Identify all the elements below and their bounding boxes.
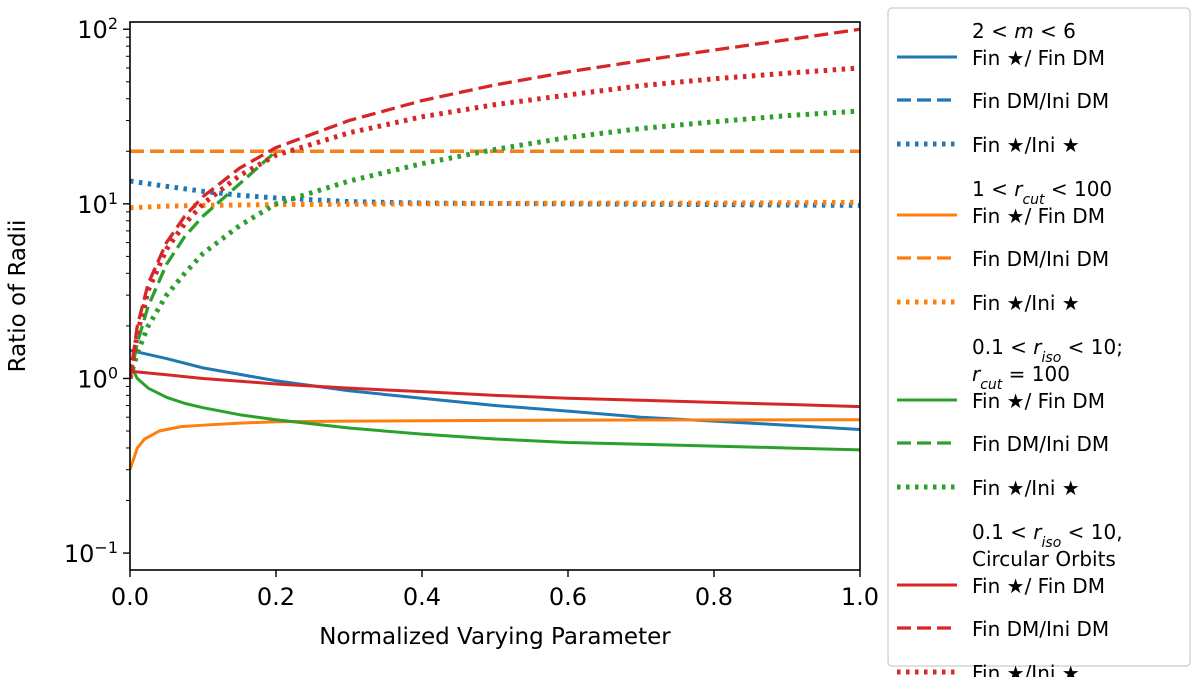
- series-line-4: [130, 418, 860, 471]
- y-tick-label: 102: [77, 14, 118, 45]
- legend-label-line: 1 < rcut < 100: [972, 177, 1112, 208]
- series-line-6: [130, 199, 860, 211]
- legend-items: 2 < m < 6 Fin ★/ Fin DM Fin DM/Ini DM Fin ★…: [897, 19, 1123, 677]
- series-line-8: [130, 150, 278, 379]
- legend-label-line: rcut = 100: [972, 362, 1070, 393]
- legend: 2 < m < 6 Fin ★/ Fin DM Fin DM/Ini DM Fin ★…: [887, 7, 1191, 677]
- plot-frame: [129, 21, 861, 571]
- x-tick-label: 0.6: [549, 583, 587, 611]
- legend-label-line: Fin DM/Ini DM: [972, 617, 1109, 641]
- legend-label-line: Circular Orbits: [972, 547, 1116, 571]
- legend-label-line: 2 < m < 6: [972, 19, 1076, 43]
- series-line-1: [130, 348, 860, 432]
- y-tick-label: 10−1: [64, 538, 118, 569]
- legend-label-line: Fin DM/Ini DM: [972, 89, 1109, 113]
- legend-label-line: Fin ★/Ini ★: [972, 661, 1080, 677]
- legend-label-line: Fin ★/Ini ★: [972, 133, 1080, 157]
- series-line-10: [130, 369, 860, 409]
- x-tick-label: 1.0: [841, 583, 879, 611]
- legend-label-line: 0.1 < riso < 10,: [972, 520, 1123, 551]
- legend-label-line: Fin ★/Ini ★: [972, 476, 1080, 500]
- axis-ticks: 0.0 0.2 0.4 0.6 0.8 1.0 10−1 100 101 102: [64, 14, 879, 611]
- plot-series-group: [130, 27, 860, 471]
- x-tick-label: 0.4: [403, 583, 441, 611]
- legend-label-line: Fin ★/ Fin DM: [972, 389, 1105, 413]
- series-line-9: [130, 108, 860, 380]
- legend-label-line: Fin ★/Ini ★: [972, 291, 1080, 315]
- series-line-7: [130, 363, 860, 452]
- series-line-11: [130, 27, 860, 379]
- x-tick-label: 0.8: [695, 583, 733, 611]
- y-tick-label: 101: [77, 188, 118, 219]
- legend-frame: [887, 7, 1191, 667]
- series-line-3: [130, 178, 860, 208]
- x-tick-label: 0.0: [111, 583, 149, 611]
- legend-label-line: Fin ★/ Fin DM: [972, 204, 1105, 228]
- y-tick-label: 100: [77, 363, 118, 394]
- legend-label-line: Fin DM/Ini DM: [972, 247, 1109, 271]
- y-axis-label: Ratio of Radii: [5, 220, 31, 373]
- x-tick-label: 0.2: [257, 583, 295, 611]
- legend-label-line: 0.1 < riso < 10;: [972, 335, 1123, 366]
- legend-label-line: Fin DM/Ini DM: [972, 432, 1109, 456]
- x-axis-label: Normalized Varying Parameter: [319, 624, 671, 650]
- legend-label-line: Fin ★/ Fin DM: [972, 574, 1105, 598]
- legend-label-line: Fin ★/ Fin DM: [972, 46, 1105, 70]
